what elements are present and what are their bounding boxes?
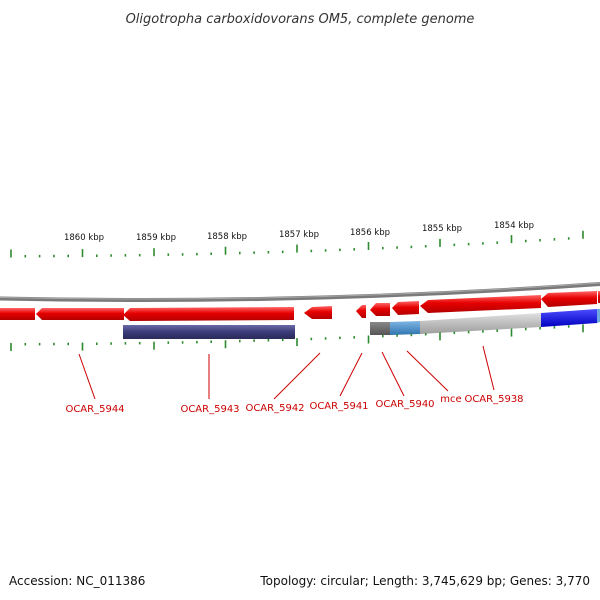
genome-summary-text: Topology: circular; Length: 3,745,629 bp…: [260, 574, 590, 588]
leader-line: [406, 350, 449, 392]
gene-arrow: [304, 306, 332, 319]
gene-arrow: [36, 308, 124, 320]
gene-arrow: [370, 303, 390, 316]
gene-arrow: [123, 307, 294, 321]
gene-label-ocar-5941: OCAR_5941: [309, 401, 368, 412]
leader-line: [78, 353, 96, 400]
gene-label-ocar-5940: OCAR_5940: [375, 399, 434, 410]
reverse-gene-bar: [123, 325, 295, 339]
leader-line: [482, 345, 495, 391]
ruler-labels: 1860 kbp 1859 kbp 1858 kbp 1857 kbp 1856…: [64, 221, 534, 243]
feature-bar-grey: [420, 313, 541, 334]
gene-arrow: [420, 295, 541, 313]
ruler-ticks-top: [10, 230, 584, 258]
gene-arrow: [356, 305, 366, 318]
ruler-ticks-bottom: [10, 324, 584, 351]
feature-bar-light-blue: [390, 321, 420, 335]
gene-label-ocar-5942: OCAR_5942: [245, 403, 304, 414]
gene-label-leaders: [78, 345, 495, 400]
leader-line: [339, 352, 363, 397]
feature-bar-dark: [370, 322, 390, 335]
ruler-label-1860: 1860 kbp: [64, 233, 104, 243]
map-title: Oligotropha carboxidovorans OM5, complet…: [126, 12, 475, 27]
genome-backbone: [0, 282, 600, 303]
ruler-label-1856: 1856 kbp: [350, 228, 390, 238]
genome-backbone-highlight: [0, 282, 600, 300]
ruler-label-1858: 1858 kbp: [207, 232, 247, 242]
gene-arrow: [0, 308, 35, 320]
ruler-label-1859: 1859 kbp: [136, 233, 176, 243]
leader-line: [273, 352, 321, 400]
gene-label-ocar-5938: OCAR_5938: [464, 394, 523, 405]
feature-bar-blue: [541, 309, 597, 327]
ruler-label-1857: 1857 kbp: [279, 230, 319, 240]
gene-label-ocar-5943: OCAR_5943: [180, 404, 239, 415]
gene-label-mce: mce: [440, 394, 461, 405]
feature-bar-blue-edge: [597, 309, 600, 323]
gene-label-ocar-5944: OCAR_5944: [65, 404, 124, 415]
gene-arrow: [541, 291, 597, 307]
forward-genes: [0, 291, 600, 321]
gene-arrow: [392, 301, 419, 315]
ruler-label-1854: 1854 kbp: [494, 221, 534, 231]
leader-line: [381, 351, 405, 397]
ruler-label-1855: 1855 kbp: [422, 224, 462, 234]
accession-text: Accession: NC_011386: [9, 574, 146, 588]
gene-labels: OCAR_5944 OCAR_5943 OCAR_5942 OCAR_5941 …: [65, 394, 523, 415]
